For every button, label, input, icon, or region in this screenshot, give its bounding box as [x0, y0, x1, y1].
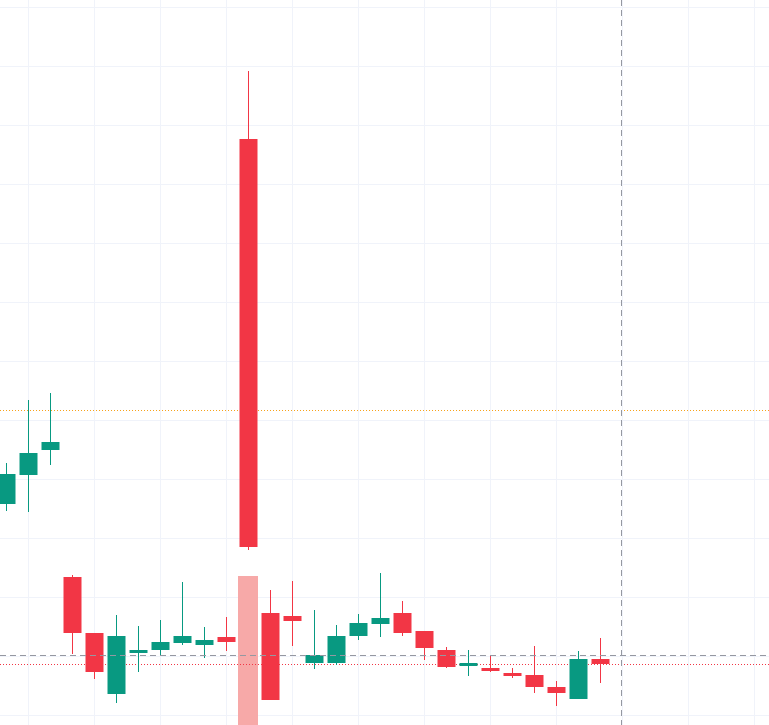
candle — [503, 668, 522, 678]
candle-body — [349, 623, 368, 636]
candle-body — [63, 577, 82, 633]
candle-body — [173, 636, 192, 643]
candle-body — [591, 659, 610, 664]
candle — [283, 581, 302, 646]
candle — [0, 463, 16, 511]
candle-body — [569, 659, 588, 699]
candle-body — [151, 642, 170, 650]
candle — [305, 610, 324, 669]
candle-body — [393, 613, 412, 633]
candle-body — [503, 673, 522, 676]
candle-body — [107, 636, 126, 694]
candle-body — [217, 637, 236, 642]
candle — [371, 573, 390, 637]
candle-body — [19, 453, 38, 475]
candle-body — [371, 618, 390, 624]
candle — [217, 617, 236, 651]
candle-body — [437, 650, 456, 667]
candle — [327, 625, 346, 665]
candle-body — [261, 613, 280, 700]
hover-highlight — [238, 576, 258, 725]
candle — [459, 650, 478, 676]
candle — [547, 681, 566, 706]
candle — [195, 627, 214, 658]
candle-body — [195, 640, 214, 645]
candle — [261, 590, 280, 700]
candle — [63, 575, 82, 654]
candle — [569, 651, 588, 699]
candle — [151, 620, 170, 656]
candle — [591, 638, 610, 683]
candle — [19, 400, 38, 512]
candle — [349, 614, 368, 640]
candle — [393, 601, 412, 636]
candle-body — [525, 675, 544, 687]
candle-body — [305, 655, 324, 663]
candle-body — [283, 616, 302, 621]
candle-body — [481, 668, 500, 671]
candle — [481, 655, 500, 672]
candle-body — [85, 633, 104, 672]
candle — [525, 646, 544, 693]
candle-body — [129, 650, 148, 653]
candle-body — [239, 139, 258, 547]
plot-area — [0, 71, 769, 706]
candle — [239, 71, 258, 550]
candle-body — [415, 631, 434, 648]
candle — [129, 626, 148, 672]
candle — [107, 615, 126, 703]
candle — [173, 582, 192, 645]
candle-body — [327, 636, 346, 663]
candle-body — [547, 687, 566, 693]
candle — [437, 647, 456, 668]
candle-body — [459, 663, 478, 666]
candle — [41, 393, 60, 465]
candle-body — [0, 474, 16, 504]
candle-body — [41, 442, 60, 450]
